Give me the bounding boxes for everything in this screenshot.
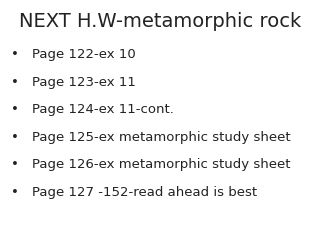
Text: •: • [11,48,19,61]
Text: •: • [11,158,19,171]
Text: •: • [11,186,19,199]
Text: Page 126-ex metamorphic study sheet: Page 126-ex metamorphic study sheet [32,158,291,171]
Text: NEXT H.W-metamorphic rock: NEXT H.W-metamorphic rock [19,12,301,31]
Text: Page 127 -152-read ahead is best: Page 127 -152-read ahead is best [32,186,257,199]
Text: Page 124-ex 11-cont.: Page 124-ex 11-cont. [32,103,174,116]
Text: Page 122-ex 10: Page 122-ex 10 [32,48,136,61]
Text: Page 125-ex metamorphic study sheet: Page 125-ex metamorphic study sheet [32,131,291,144]
Text: •: • [11,103,19,116]
Text: Page 123-ex 11: Page 123-ex 11 [32,76,136,89]
Text: •: • [11,76,19,89]
Text: •: • [11,131,19,144]
